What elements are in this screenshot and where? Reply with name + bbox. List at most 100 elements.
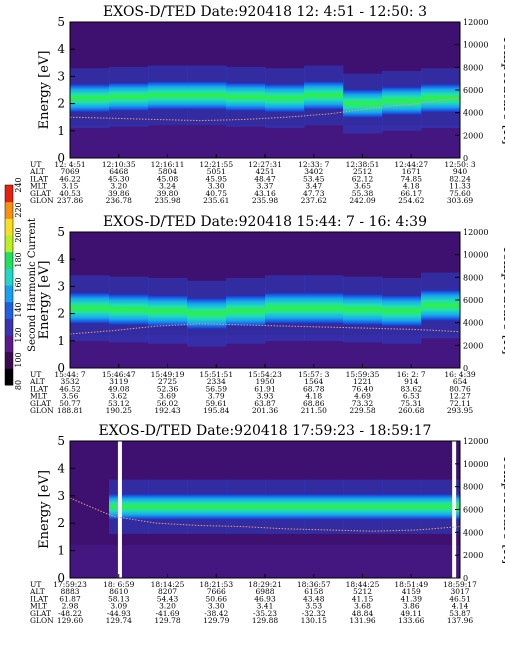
table-cell: 76.40: [352, 384, 374, 393]
table-cell: 4.18: [305, 392, 322, 401]
y-right-tick-label: 10000: [463, 41, 488, 50]
panel-2: EXOS-D/TED Date:920418 15:44: 7 - 16: 4:…: [29, 214, 505, 415]
table-cell: 260.68: [398, 406, 424, 415]
band-segment: [382, 87, 422, 115]
table-cell: 195.84: [203, 406, 229, 415]
table-row-label: UT: [30, 580, 41, 589]
table-cell: 16: 4:39: [444, 370, 476, 379]
band-segment: [226, 295, 266, 326]
table-cell: 129.74: [106, 616, 132, 625]
table-cell: 53.87: [449, 609, 471, 618]
y-axis-label: Energy [eV]: [37, 470, 52, 549]
table-cell: 40.75: [206, 189, 228, 198]
colorbar: 80 100 120 140 160 180 200 220 240 Second Harmoni…: [4, 177, 38, 390]
table-cell: 8883: [60, 587, 79, 596]
colorbar-tick-label: 180: [14, 252, 23, 267]
data-gap: [117, 441, 122, 578]
y-right-axis-label: Temperature [K]: [500, 35, 505, 144]
data-gap: [452, 441, 457, 578]
table-cell: 5212: [353, 587, 372, 596]
table-cell: 3532: [60, 377, 79, 386]
table-cell: 54.43: [157, 594, 179, 603]
table-cell: 12:44:27: [394, 160, 428, 169]
temperature-curve: [69, 97, 461, 122]
table-cell: 12:10:35: [102, 160, 136, 169]
colorbar-swatch: [5, 235, 13, 253]
table-cell: 229.58: [349, 406, 375, 415]
colorbar-swatch: [5, 218, 13, 236]
colorbar-frame: [4, 184, 14, 386]
table-cell: 293.95: [447, 406, 473, 415]
y-right-tick-label: 8000: [463, 63, 483, 72]
table-cell: 12:33: 7: [298, 160, 330, 169]
colorbar-tick-label: 120: [14, 327, 23, 342]
table-cell: 4159: [402, 587, 421, 596]
table-row-label: MLT: [30, 392, 47, 401]
y-right-tick-label: 2000: [463, 131, 483, 140]
band-segment: [187, 81, 227, 110]
band-segment: [265, 84, 305, 112]
table-cell: 188.81: [57, 406, 83, 415]
table-cell: 18: 6:59: [103, 580, 135, 589]
y-right-tick-label: 8000: [463, 483, 483, 492]
table-cell: 83.62: [401, 384, 423, 393]
table-row-label: ALT: [29, 587, 45, 596]
table-cell: 6468: [109, 167, 128, 176]
table-cell: 190.25: [106, 406, 132, 415]
y-axis-label: Energy [eV]: [37, 51, 52, 130]
table-cell: 15:46:47: [102, 370, 136, 379]
table-cell: 3.24: [159, 182, 176, 191]
table-cell: 3.79: [208, 392, 225, 401]
table-cell: 3.47: [305, 182, 322, 191]
table-cell: 2512: [353, 167, 372, 176]
colorbar-tick-label: 100: [14, 352, 23, 367]
y-right-tick-label: 4000: [463, 528, 483, 537]
table-cell: 237.86: [57, 196, 83, 205]
band-segment: [265, 494, 305, 520]
table-row-label: GLAT: [30, 609, 51, 618]
table-cell: 66.17: [401, 189, 423, 198]
y-tick-label: 0: [57, 571, 65, 585]
table-cell: -35.23: [253, 609, 277, 618]
table-cell: 49.08: [108, 384, 130, 393]
band-segment: [187, 494, 227, 520]
table-cell: 3.86: [403, 602, 420, 611]
colorbar-swatch: [5, 368, 13, 386]
y-tick-label: 2: [57, 307, 65, 321]
temperature-curve: [69, 497, 461, 532]
table-cell: 68.86: [303, 399, 325, 408]
band-segment: [148, 295, 188, 326]
table-cell: 1221: [353, 377, 372, 386]
y-tick-label: 0: [57, 361, 65, 375]
table-cell: 3.30: [208, 182, 225, 191]
table-cell: 11.33: [449, 182, 471, 191]
colorbar-tick-label: 160: [14, 277, 23, 292]
table-cell: 12:21:55: [199, 160, 233, 169]
table-cell: 45.08: [157, 174, 179, 183]
band-segment: [187, 298, 227, 329]
table-cell: 3119: [109, 377, 128, 386]
table-row-label: UT: [30, 370, 41, 379]
y-tick-label: 5: [57, 225, 65, 239]
table-cell: 3.65: [354, 182, 371, 191]
table-cell: 3402: [304, 167, 323, 176]
table-cell: 133.66: [398, 616, 424, 625]
table-cell: 73.32: [352, 399, 374, 408]
band-segment: [226, 494, 266, 520]
band-segment: [265, 293, 305, 324]
table-cell: 50.66: [206, 594, 228, 603]
table-cell: 137.96: [447, 616, 473, 625]
table-cell: 3017: [450, 587, 469, 596]
table-cell: 2334: [207, 377, 226, 386]
y-right-tick-label: 6000: [463, 86, 483, 95]
table-cell: -41.69: [155, 609, 179, 618]
table-cell: 46.93: [254, 594, 276, 603]
band-segment: [343, 494, 383, 520]
table-cell: 8610: [109, 587, 128, 596]
table-row-label: UT: [30, 160, 41, 169]
table-cell: 4.14: [452, 602, 469, 611]
table-cell: 46.22: [59, 174, 81, 183]
table-row-label: MLT: [30, 602, 47, 611]
table-cell: 82.24: [449, 174, 471, 183]
table-cell: 43.48: [303, 594, 325, 603]
